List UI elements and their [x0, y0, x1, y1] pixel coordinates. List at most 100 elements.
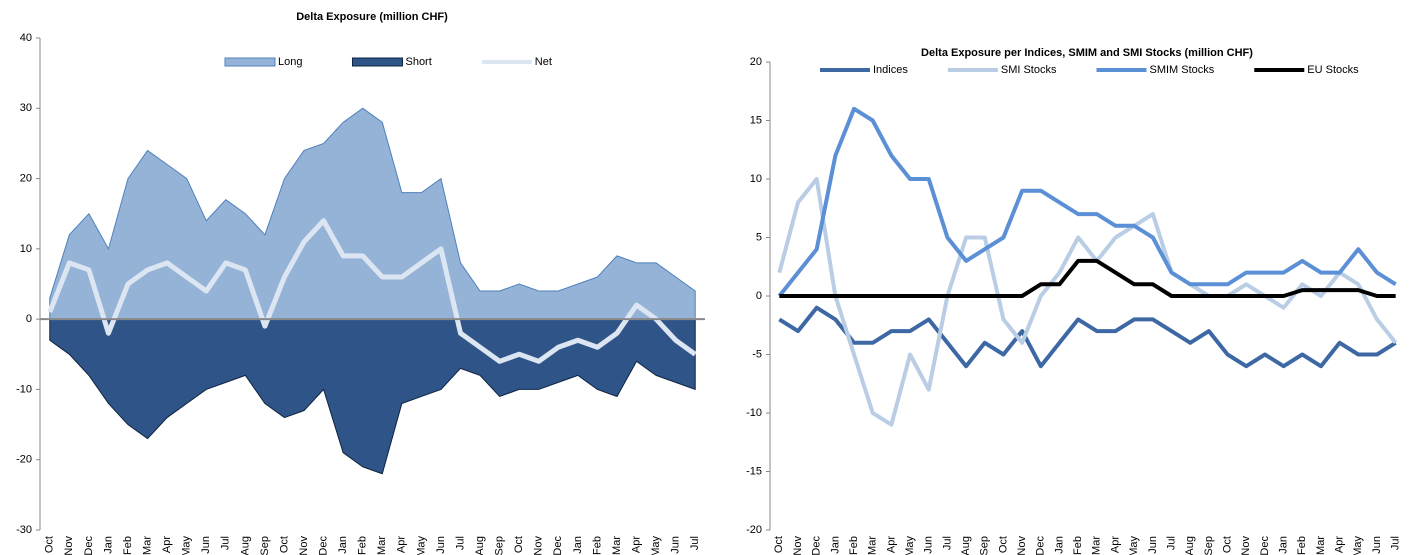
x-tick-label: Apr: [396, 536, 408, 553]
x-tick-label: Oct: [44, 536, 56, 553]
y-tick-label: 15: [750, 114, 762, 126]
x-tick-label: Mar: [1315, 536, 1327, 555]
legend-swatch: [224, 57, 276, 67]
x-tick-label: Jun: [1147, 536, 1159, 554]
x-tick-label: Jul: [1165, 536, 1177, 550]
x-tick-label: Feb: [591, 536, 603, 555]
x-tick-label: Mar: [141, 536, 153, 555]
x-tick-label: Sep: [1203, 536, 1215, 555]
x-tick-label: Dec: [811, 536, 823, 555]
x-tick-label: Sep: [259, 536, 271, 555]
x-tick-label: Dec: [318, 536, 330, 555]
x-tick-label: Aug: [960, 536, 972, 555]
x-tick-label: Sep: [494, 536, 506, 555]
legend-label: EU Stocks: [1307, 64, 1359, 76]
x-tick-label: Sep: [979, 536, 991, 555]
x-tick-label: Aug: [474, 536, 486, 555]
y-tick-label: -30: [16, 524, 32, 536]
line: [47, 218, 697, 364]
x-tick-label: May: [904, 536, 916, 555]
y-tick-label: -5: [752, 348, 762, 360]
x-tick-label: Nov: [63, 536, 75, 555]
x-tick-label: Apr: [885, 536, 897, 553]
x-tick-label: Feb: [122, 536, 134, 555]
y-tick-label: 5: [756, 231, 762, 243]
x-tick-label: Oct: [773, 536, 785, 553]
x-tick-label: Feb: [1296, 536, 1308, 555]
x-tick-label: Mar: [867, 536, 879, 555]
area: [49, 107, 696, 320]
x-tick-label: Nov: [792, 536, 804, 555]
x-tick-label: Jan: [1278, 536, 1290, 554]
x-tick-label: Feb: [357, 536, 369, 555]
x-tick-label: Apr: [1334, 536, 1346, 553]
x-tick-label: Jan: [102, 536, 114, 554]
y-tick-label: 20: [750, 56, 762, 68]
x-tick-label: Oct: [997, 536, 1009, 553]
x-tick-label: Oct: [1221, 536, 1233, 553]
line: [778, 305, 1397, 369]
y-tick-label: 30: [20, 102, 32, 114]
x-tick-label: Nov: [1240, 536, 1252, 555]
x-tick-label: Jun: [1371, 536, 1383, 554]
x-tick-label: Apr: [161, 536, 173, 553]
x-tick-label: Jan: [1053, 536, 1065, 554]
x-tick-label: Dec: [1259, 536, 1271, 555]
x-tick-label: Jul: [220, 536, 232, 550]
x-tick-label: May: [650, 536, 662, 555]
x-tick-label: Jul: [689, 536, 701, 550]
x-tick-label: Aug: [239, 536, 251, 555]
y-tick-label: 10: [20, 243, 32, 255]
x-tick-label: May: [1352, 536, 1364, 555]
x-tick-label: Oct: [278, 536, 290, 553]
legend-label: Short: [405, 56, 431, 68]
x-tick-label: Mar: [611, 536, 623, 555]
x-tick-label: Dec: [552, 536, 564, 555]
x-tick-label: Feb: [848, 536, 860, 555]
x-tick-label: Apr: [1109, 536, 1121, 553]
x-tick-label: Jan: [829, 536, 841, 554]
x-tick-label: Jun: [923, 536, 935, 554]
x-tick-label: Nov: [1016, 536, 1028, 555]
x-tick-label: Jul: [941, 536, 953, 550]
y-tick-label: -10: [746, 407, 762, 419]
x-tick-label: May: [1128, 536, 1140, 555]
legend-label: Indices: [873, 64, 908, 76]
x-tick-label: Jul: [454, 536, 466, 550]
y-tick-label: -20: [746, 524, 762, 536]
chart-title: Delta Exposure (million CHF): [296, 11, 448, 23]
legend-label: Long: [278, 56, 302, 68]
y-tick-label: -20: [16, 454, 32, 466]
x-tick-label: May: [415, 536, 427, 555]
x-tick-label: Mar: [376, 536, 388, 555]
x-tick-label: Jan: [337, 536, 349, 554]
area: [49, 318, 696, 475]
y-tick-label: 20: [20, 172, 32, 184]
x-tick-label: Jul: [1390, 536, 1402, 550]
x-tick-label: Jun: [670, 536, 682, 554]
x-tick-label: Jun: [435, 536, 447, 554]
x-tick-label: Apr: [630, 536, 642, 553]
legend-label: Net: [535, 56, 552, 68]
x-tick-label: Dec: [83, 536, 95, 555]
x-tick-label: Nov: [298, 536, 310, 555]
line: [777, 106, 1397, 298]
x-tick-label: Mar: [1091, 536, 1103, 555]
y-tick-label: -10: [16, 383, 32, 395]
x-tick-label: May: [181, 536, 193, 555]
x-tick-label: Nov: [533, 536, 545, 555]
x-tick-label: Oct: [513, 536, 525, 553]
x-tick-label: Dec: [1035, 536, 1047, 555]
y-tick-label: 0: [756, 290, 762, 302]
legend-swatch: [351, 57, 403, 67]
line: [777, 177, 1398, 427]
chart-title: Delta Exposure per Indices, SMIM and SMI…: [921, 47, 1253, 59]
legend-label: SMIM Stocks: [1149, 64, 1214, 76]
x-tick-label: Jun: [200, 536, 212, 554]
y-tick-label: 10: [750, 173, 762, 185]
x-tick-label: Jan: [572, 536, 584, 554]
legend-label: SMI Stocks: [1001, 64, 1057, 76]
x-tick-label: Aug: [1184, 536, 1196, 555]
